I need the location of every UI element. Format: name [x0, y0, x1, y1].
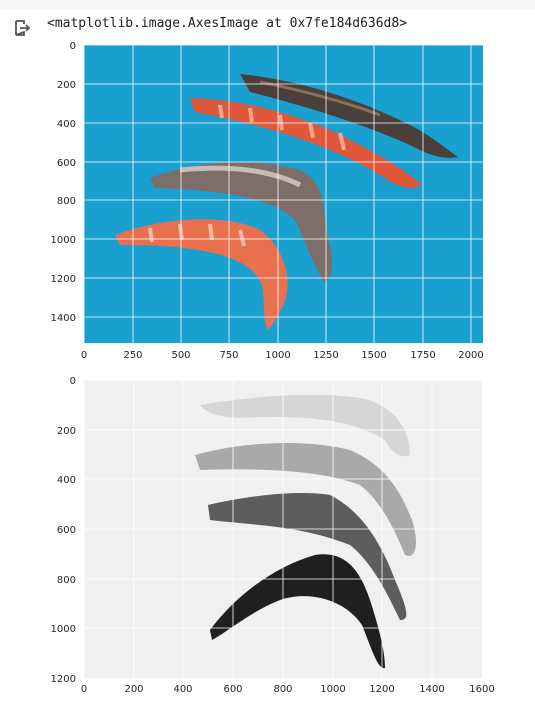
output-text: <matplotlib.image.AxesImage at 0x7fe184d…	[47, 16, 408, 31]
photo-y-tick: 1400	[51, 313, 76, 324]
labelmap-y-tick: 1000	[51, 624, 76, 635]
photo-y-tick: 400	[57, 119, 76, 130]
output-redirect-icon[interactable]	[13, 19, 31, 37]
photo-x-tick: 250	[123, 350, 142, 361]
photo-x-tick: 1750	[410, 350, 435, 361]
cell-top-bar	[0, 0, 535, 10]
labelmap-y-tick: 600	[57, 525, 76, 536]
photo-x-tick: 1500	[361, 350, 386, 361]
labelmap-x-tick: 1400	[419, 684, 444, 695]
photo-grid	[83, 44, 483, 343]
photo-x-tick: 500	[171, 350, 190, 361]
segment-4	[210, 554, 385, 669]
shrimp-2	[190, 98, 422, 188]
photo-x-tick: 750	[219, 350, 238, 361]
photo-x-tick: 1250	[313, 350, 338, 361]
photo-y-tick: 200	[57, 80, 76, 91]
labelmap-x-tick: 200	[124, 684, 143, 695]
photo-x-tick: 2000	[458, 350, 483, 361]
segment-3	[208, 493, 407, 620]
shrimp-3	[150, 162, 333, 283]
labelmap-x-tick: 1200	[369, 684, 394, 695]
photo-y-tick: 1000	[51, 235, 76, 246]
photo-y-tick: 600	[57, 158, 76, 169]
labelmap-y-tick: 400	[57, 475, 76, 486]
shrimp-1	[240, 74, 458, 158]
labelmap-axes	[83, 379, 482, 678]
labelmap-x-tick: 1000	[320, 684, 345, 695]
labelmap-x-tick: 400	[173, 684, 192, 695]
segment-1	[200, 394, 410, 457]
photo-y-tick: 800	[57, 196, 76, 207]
labelmap-x-tick: 0	[81, 684, 87, 695]
labelmap-x-tick: 800	[273, 684, 292, 695]
photo-x-tick: 0	[81, 350, 87, 361]
labelmap-y-tick: 1200	[51, 674, 76, 685]
photo-y-tick: 1200	[51, 274, 76, 285]
labelmap-grid	[83, 379, 482, 678]
labelmap-y-tick: 0	[70, 376, 76, 387]
labelmap-x-tick: 1600	[469, 684, 494, 695]
photo-y-tick: 0	[70, 41, 76, 52]
labelmap-y-tick: 800	[57, 575, 76, 586]
photo-axes	[83, 44, 483, 343]
segment-2	[195, 443, 416, 556]
labelmap-x-tick: 600	[223, 684, 242, 695]
labelmap-y-tick: 200	[57, 426, 76, 437]
photo-x-tick: 1000	[265, 350, 290, 361]
